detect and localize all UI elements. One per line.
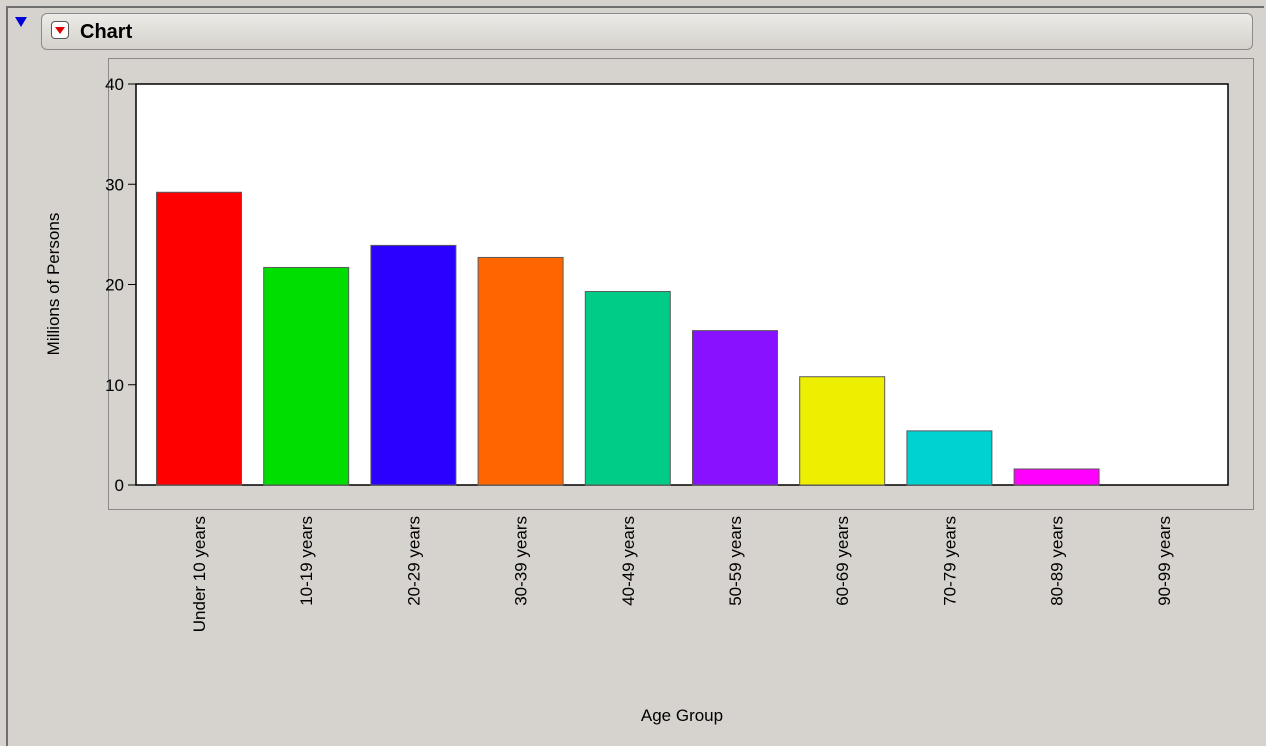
x-tick-label: Under 10 years — [190, 516, 209, 632]
y-axis: 0 10 20 30 40 — [105, 75, 136, 495]
y-axis-title: Millions of Persons — [44, 213, 63, 356]
bar-6[interactable] — [692, 330, 778, 486]
bar-8[interactable] — [906, 430, 993, 486]
x-axis-title: Age Group — [641, 706, 723, 725]
bar-3[interactable] — [370, 244, 457, 486]
window-frame — [6, 6, 1264, 746]
x-tick-label: 60-69 years — [833, 516, 852, 606]
red-triangle-menu-icon — [55, 27, 65, 34]
x-tick-label: 80-89 years — [1048, 516, 1067, 606]
x-tick-label: 50-59 years — [726, 516, 745, 606]
x-tick-label: 30-39 years — [512, 516, 531, 606]
x-axis-labels: Under 10 years 10-19 years 20-29 years 30-3… — [190, 516, 1174, 632]
y-tick-label: 40 — [105, 75, 124, 94]
x-tick-label: 70-79 years — [940, 516, 959, 606]
bar-7[interactable] — [799, 376, 886, 486]
bar-4[interactable] — [477, 256, 564, 486]
y-tick-label: 0 — [115, 476, 124, 495]
y-tick-label: 30 — [105, 175, 124, 194]
bars — [156, 191, 1100, 486]
x-tick-label: 20-29 years — [404, 516, 423, 606]
outline-header: Chart — [41, 13, 1253, 50]
outline-title: Chart — [80, 21, 133, 43]
y-tick-label: 20 — [105, 276, 124, 295]
red-triangle-menu-button[interactable] — [51, 21, 69, 39]
y-tick-label: 10 — [105, 376, 124, 395]
bar-5[interactable] — [584, 291, 671, 486]
x-tick-label: 90-99 years — [1155, 516, 1174, 606]
x-tick-label: 10-19 years — [297, 516, 316, 606]
bar-2[interactable] — [263, 266, 350, 486]
bar-9[interactable] — [1013, 468, 1100, 486]
disclosure-triangle-icon[interactable] — [15, 17, 27, 27]
bar-1[interactable] — [156, 191, 242, 486]
x-tick-label: 40-49 years — [619, 516, 638, 606]
